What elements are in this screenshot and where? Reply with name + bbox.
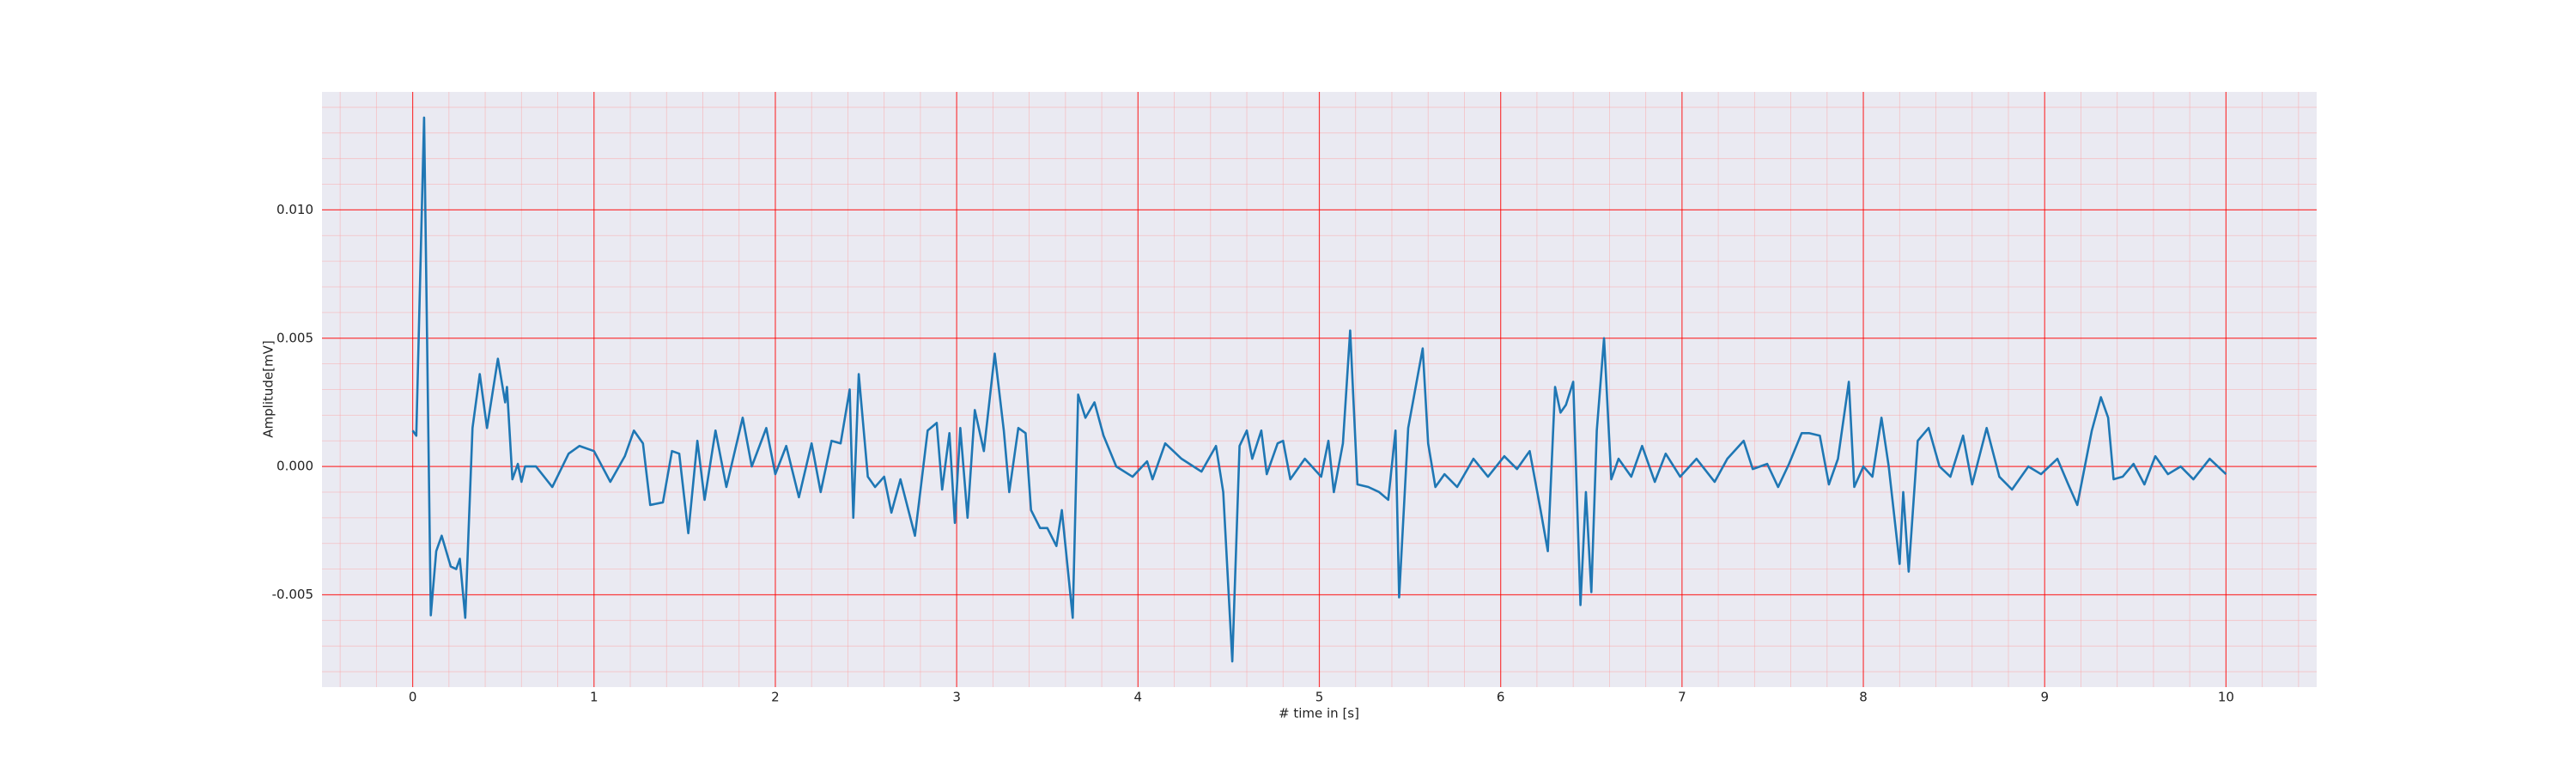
y-tick-label: 0.005 bbox=[276, 330, 313, 345]
x-tick-label: 4 bbox=[1134, 690, 1143, 705]
y-tick-label: 0.000 bbox=[276, 459, 313, 474]
x-tick-label: 3 bbox=[952, 690, 961, 705]
x-tick-label: 7 bbox=[1678, 690, 1686, 705]
x-tick-label: 8 bbox=[1859, 690, 1868, 705]
signal-line bbox=[411, 116, 2227, 663]
y-axis-label: Amplitude[mV] bbox=[261, 340, 276, 437]
x-tick-label: 0 bbox=[409, 690, 417, 705]
x-tick-label: 6 bbox=[1497, 690, 1505, 705]
x-axis-label: # time in [s] bbox=[1279, 706, 1359, 721]
x-tick-label: 10 bbox=[2218, 690, 2234, 705]
y-tick-label: -0.005 bbox=[272, 587, 313, 602]
y-tick-label: 0.010 bbox=[276, 202, 313, 217]
x-tick-label: 1 bbox=[590, 690, 598, 705]
x-tick-label: 2 bbox=[771, 690, 780, 705]
x-tick-label: 9 bbox=[2040, 690, 2049, 705]
x-tick-label: 5 bbox=[1315, 690, 1324, 705]
